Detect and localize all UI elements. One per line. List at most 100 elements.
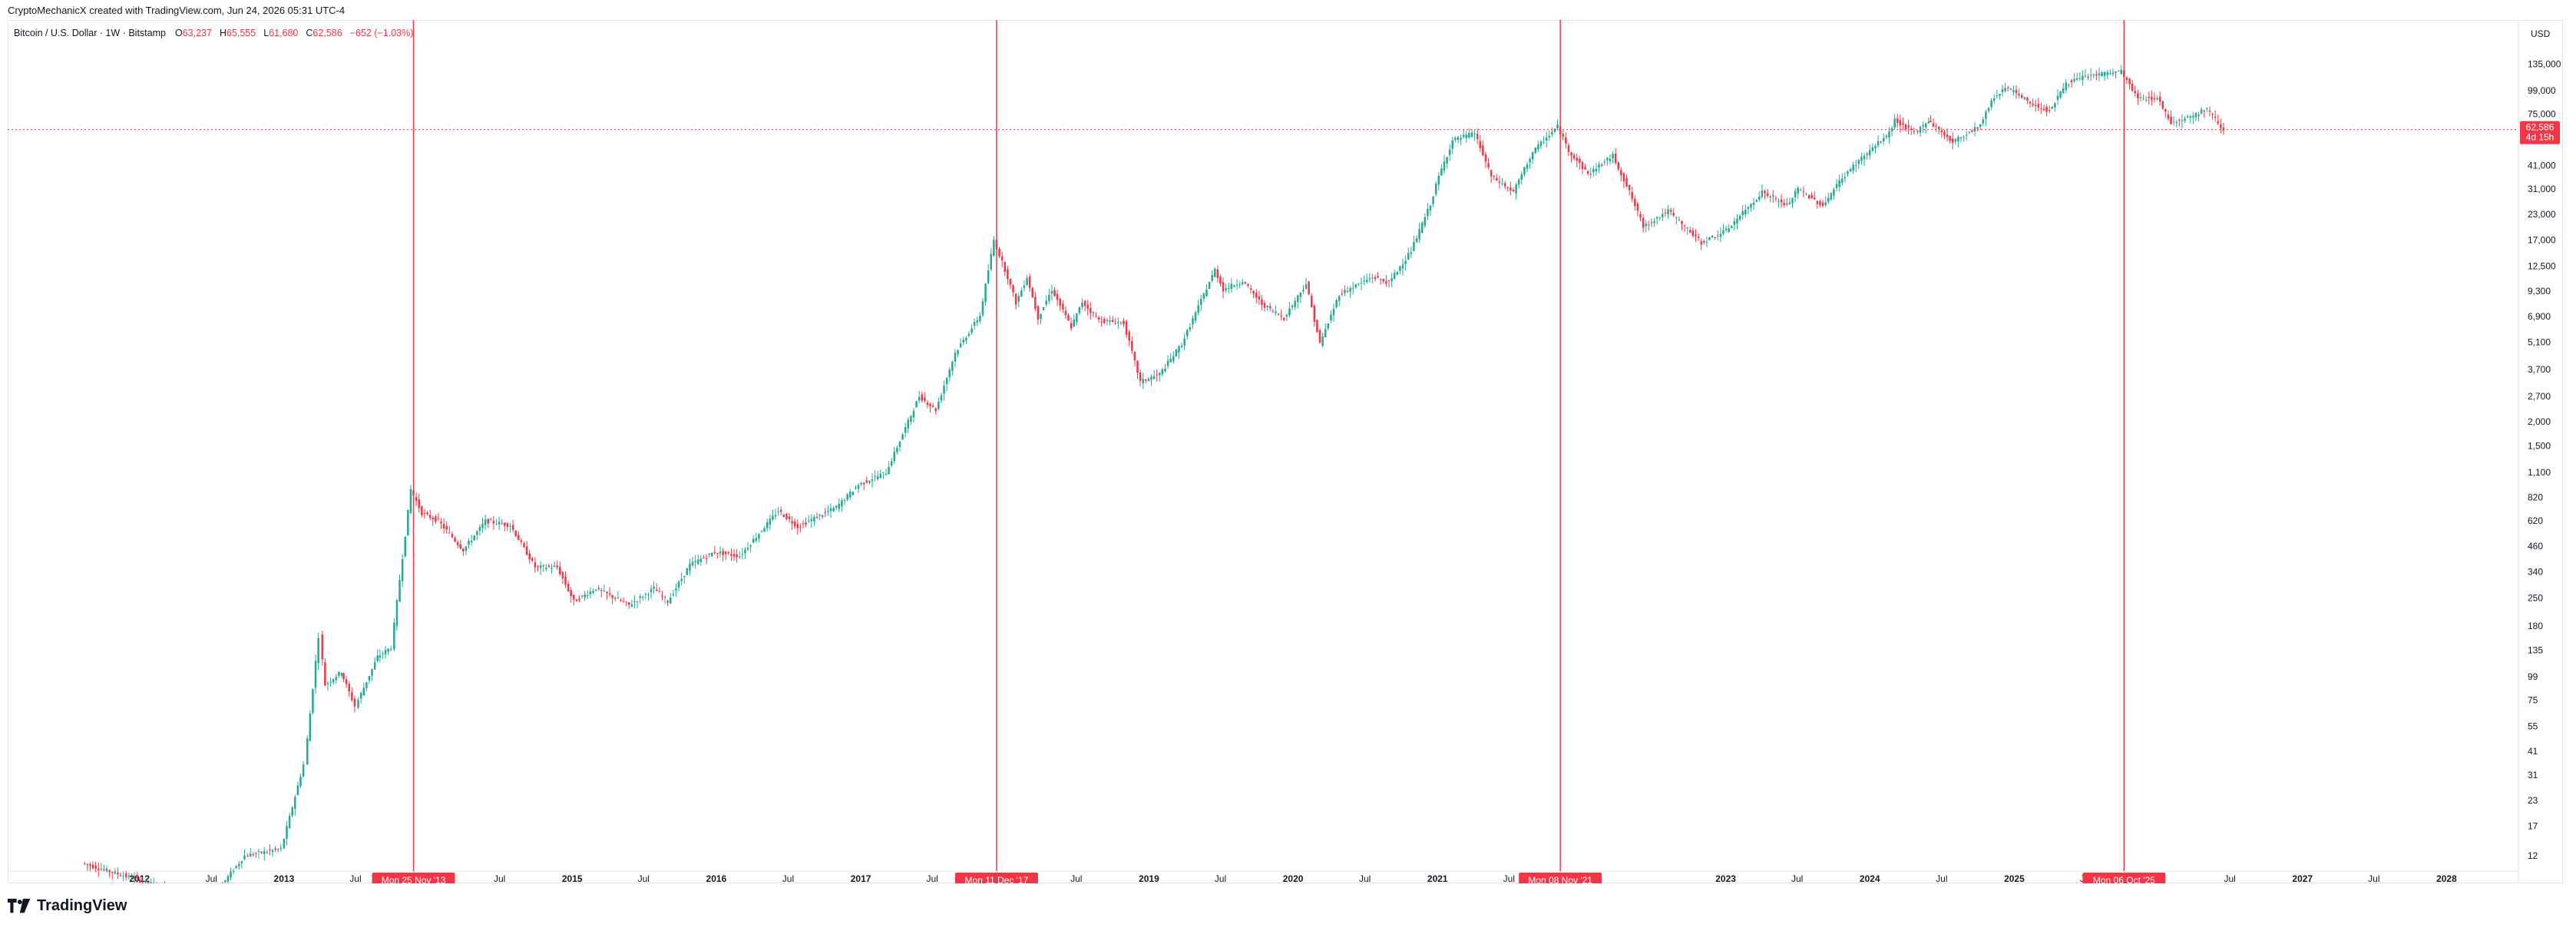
candle-body	[1183, 338, 1185, 346]
candle-body	[1067, 315, 1070, 321]
candle-body	[1548, 135, 1551, 138]
candle-body	[973, 322, 976, 326]
candle-body	[83, 863, 86, 864]
candle-body	[1393, 273, 1396, 279]
symbol-name[interactable]: Bitcoin / U.S. Dollar · 1W · Bitstamp	[14, 28, 166, 38]
candle-body	[528, 553, 531, 560]
candle-body	[401, 558, 404, 581]
candle-body	[564, 576, 567, 585]
candle-body	[683, 575, 686, 578]
candle-body	[724, 551, 727, 555]
candle-body	[2161, 101, 2164, 109]
candle-body	[435, 516, 437, 522]
candle-body	[948, 369, 951, 378]
candle-body	[1932, 123, 1935, 127]
x-tick-label: Jul	[782, 873, 794, 883]
candle-body	[2134, 91, 2137, 94]
candle-body	[240, 861, 243, 863]
candle-body	[1037, 306, 1040, 320]
candle-body	[699, 558, 703, 562]
candle-body	[1645, 224, 1647, 227]
candle-body	[1965, 134, 1968, 136]
candle-body	[2029, 101, 2032, 104]
candle-body	[1664, 212, 1667, 214]
candle-body	[1835, 184, 1838, 188]
y-tick-label: 99,000	[2528, 85, 2556, 96]
candle-body	[1166, 360, 1169, 366]
candle-body	[1874, 145, 1877, 149]
candle-body	[317, 638, 319, 664]
candle-body	[758, 534, 760, 539]
tradingview-branding[interactable]: TradingView	[8, 897, 127, 915]
candle-body	[1814, 197, 1816, 200]
candle-body	[1708, 237, 1711, 240]
candle-body	[1927, 121, 1930, 124]
candle-body	[1192, 318, 1194, 325]
candle-body	[114, 871, 117, 873]
candle-body	[1009, 279, 1012, 285]
candle-body	[1625, 178, 1628, 187]
candle-body	[979, 315, 981, 322]
candle-body	[1653, 221, 1655, 224]
candle-body	[1258, 296, 1261, 300]
candle-body	[1482, 145, 1484, 155]
candle-body	[1847, 171, 1849, 174]
candle-body	[531, 558, 534, 561]
candle-body	[1750, 204, 1752, 208]
candle-body	[1119, 322, 1123, 323]
candle-body	[1440, 168, 1443, 176]
candle-body	[1275, 311, 1277, 313]
candle-body	[1672, 213, 1675, 216]
candle-body	[97, 868, 100, 870]
candle-body	[746, 548, 749, 550]
candle-body	[147, 881, 150, 883]
candle-body	[835, 505, 838, 508]
candle-body	[476, 531, 478, 535]
candle-body	[418, 499, 421, 509]
vertical-marker-label: Mon 08 Nov '21	[1528, 875, 1592, 883]
x-tick-label: 2019	[1139, 873, 1159, 883]
candle-body	[1562, 134, 1565, 137]
candle-body	[805, 522, 807, 525]
candle-body	[2087, 77, 2089, 78]
candle-body	[2095, 74, 2098, 76]
candle-body	[848, 492, 852, 498]
candle-body	[1830, 193, 1833, 200]
x-tick-label: 2027	[2292, 873, 2313, 883]
candle-body	[1639, 214, 1642, 218]
candle-body	[1017, 296, 1020, 302]
candle-body	[597, 588, 600, 590]
candle-body	[2151, 96, 2153, 100]
candle-body	[279, 847, 283, 849]
candle-body	[2220, 124, 2222, 128]
candle-body	[2082, 75, 2084, 80]
candle-body	[1866, 153, 1868, 155]
candle-body	[1354, 284, 1357, 288]
y-tick-label: 1,100	[2528, 467, 2551, 478]
candle-body	[829, 508, 832, 512]
candle-body	[606, 591, 608, 594]
candle-body	[1512, 190, 1515, 192]
candle-body	[274, 848, 276, 850]
candle-body	[1205, 289, 1208, 297]
candle-body	[1722, 230, 1724, 234]
candle-body	[1225, 288, 1227, 290]
candle-body	[1565, 137, 1567, 144]
candle-body	[432, 517, 435, 520]
candle-body	[1070, 323, 1073, 329]
candle-body	[1655, 217, 1658, 219]
candle-body	[993, 240, 995, 256]
candle-body	[1161, 369, 1164, 375]
candle-body	[1083, 300, 1086, 306]
candle-body	[1302, 290, 1305, 292]
candle-body	[1410, 252, 1413, 254]
candle-body	[1095, 316, 1097, 317]
candle-body	[1703, 241, 1705, 243]
candle-body	[1758, 196, 1761, 200]
candle-body	[2164, 108, 2167, 112]
candle-body	[1667, 209, 1669, 215]
candlestick-chart[interactable]: USD 12 17 23 31 41 55 75 99 135 180 250 340 460 620 820…	[8, 20, 2563, 883]
candle-body	[876, 475, 879, 480]
candle-body	[2020, 94, 2023, 98]
candle-body	[1669, 210, 1672, 212]
